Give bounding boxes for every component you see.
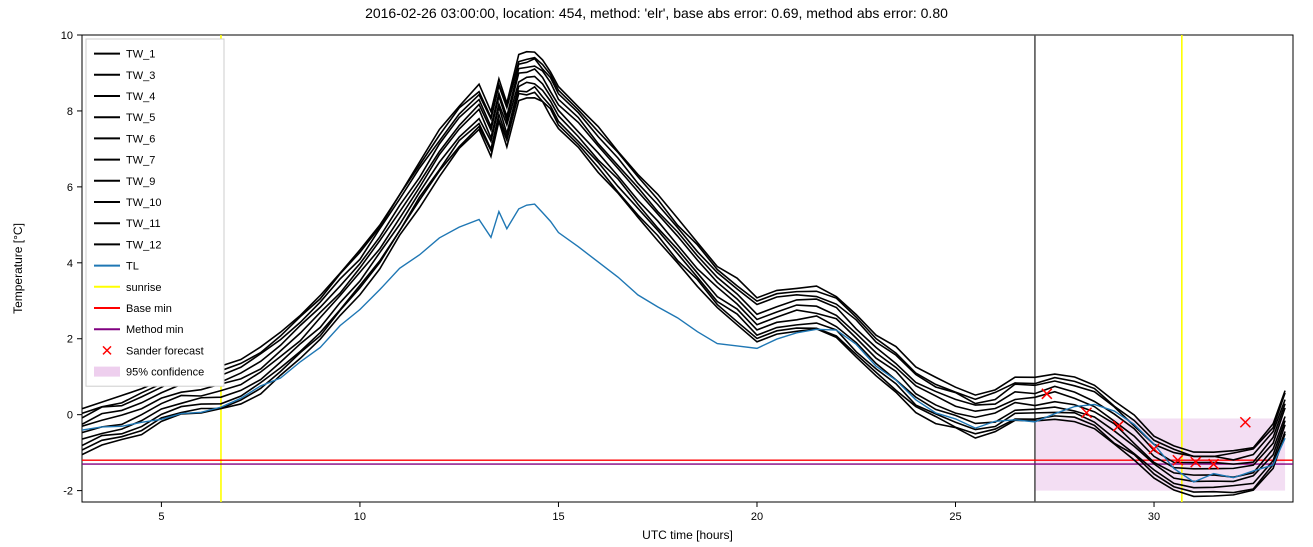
- legend: TW_1 TW_3 TW_4 TW_5 TW_6 TW_7 TW_9 TW_10 TW_11 TW…: [86, 39, 224, 386]
- legend-label: TW_1: [126, 49, 155, 61]
- legend-label: TW_10: [126, 197, 161, 209]
- x-tick-label: 5: [158, 511, 164, 523]
- legend-label: TW_5: [126, 112, 155, 124]
- x-tick-label: 20: [751, 511, 763, 523]
- legend-label: TW_11: [126, 218, 161, 230]
- x-tick-label: 30: [1148, 511, 1160, 523]
- x-tick-label: 10: [354, 511, 366, 523]
- legend-label: TW_3: [126, 70, 155, 82]
- y-tick-label: 2: [67, 334, 73, 346]
- y-tick-label: -2: [63, 486, 73, 498]
- legend-label: TW_12: [126, 239, 161, 251]
- chart-svg: 2016-02-26 03:00:00, location: 454, meth…: [0, 0, 1313, 547]
- legend-label: sunrise: [126, 282, 161, 294]
- temperature-chart: 2016-02-26 03:00:00, location: 454, meth…: [0, 0, 1313, 547]
- legend-label: TW_4: [126, 91, 155, 103]
- x-tick-label: 25: [949, 511, 961, 523]
- legend-label: Base min: [126, 303, 172, 315]
- legend-label: Sander forecast: [126, 345, 204, 357]
- legend-label: Method min: [126, 324, 183, 336]
- y-tick-label: 6: [67, 182, 73, 194]
- legend-label: TW_9: [126, 176, 155, 188]
- x-tick-label: 15: [552, 511, 564, 523]
- y-tick-label: 0: [67, 410, 73, 422]
- y-axis-label: Temperature [°C]: [11, 223, 25, 314]
- y-tick-label: 10: [61, 30, 73, 42]
- legend-label: TW_7: [126, 155, 155, 167]
- chart-title: 2016-02-26 03:00:00, location: 454, meth…: [365, 5, 948, 21]
- y-tick-label: 8: [67, 106, 73, 118]
- y-tick-label: 4: [67, 258, 73, 270]
- x-axis-label: UTC time [hours]: [642, 528, 733, 542]
- legend-label: TW_6: [126, 133, 155, 145]
- legend-label: 95% confidence: [126, 367, 204, 379]
- legend-label: TL: [126, 261, 139, 273]
